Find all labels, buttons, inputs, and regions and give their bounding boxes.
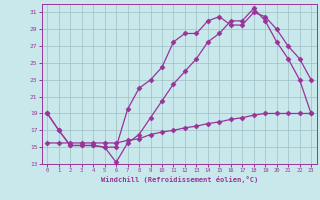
- X-axis label: Windchill (Refroidissement éolien,°C): Windchill (Refroidissement éolien,°C): [100, 176, 258, 183]
